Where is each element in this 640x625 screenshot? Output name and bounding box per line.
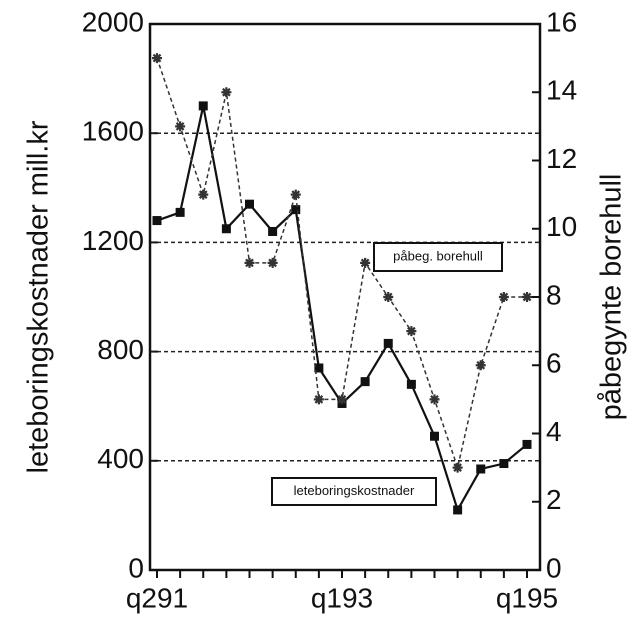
marker bbox=[175, 207, 185, 217]
marker bbox=[406, 379, 416, 389]
y2-tick-label: 10 bbox=[546, 211, 577, 242]
y-tick-label: 0 bbox=[128, 552, 144, 583]
y2-tick-label: 2 bbox=[546, 484, 562, 515]
marker bbox=[499, 459, 509, 469]
y-tick-label: 2000 bbox=[82, 6, 144, 37]
y2-tick-label: 4 bbox=[546, 416, 562, 447]
legend-label: påbeg. borehull bbox=[393, 248, 483, 263]
marker bbox=[522, 439, 532, 449]
marker bbox=[337, 394, 347, 405]
y2-tick-label: 8 bbox=[546, 279, 562, 310]
series-line bbox=[156, 105, 528, 513]
y2-tick-label: 12 bbox=[546, 143, 577, 174]
x-tick-label: q291 bbox=[126, 582, 188, 613]
marker bbox=[313, 394, 324, 405]
marker bbox=[221, 224, 231, 234]
marker bbox=[268, 226, 278, 236]
y-tick-label: 1600 bbox=[82, 116, 144, 147]
y2-tick-label: 14 bbox=[546, 75, 577, 106]
marker bbox=[452, 462, 463, 473]
marker bbox=[152, 53, 162, 64]
y2-axis-title: påbegynte borehull bbox=[596, 174, 628, 421]
marker bbox=[198, 189, 209, 200]
marker bbox=[476, 464, 486, 474]
marker bbox=[383, 292, 394, 302]
marker bbox=[198, 101, 208, 111]
marker bbox=[360, 377, 370, 387]
marker bbox=[244, 257, 255, 268]
marker bbox=[383, 338, 393, 348]
marker bbox=[245, 199, 254, 209]
marker bbox=[360, 257, 371, 268]
legend-box bbox=[271, 477, 437, 506]
legend-box bbox=[373, 242, 503, 272]
marker bbox=[430, 431, 439, 441]
marker bbox=[453, 505, 463, 515]
marker bbox=[522, 292, 532, 302]
marker bbox=[152, 216, 162, 226]
marker bbox=[221, 87, 232, 98]
y-axis-title: leteboringskostnader mill.kr bbox=[23, 120, 55, 473]
marker bbox=[291, 205, 301, 215]
marker bbox=[498, 292, 509, 302]
marker bbox=[406, 326, 417, 337]
x-tick-label: q193 bbox=[311, 582, 373, 613]
marker bbox=[314, 363, 324, 373]
marker bbox=[429, 394, 440, 405]
x-tick-label: q195 bbox=[496, 582, 558, 613]
y2-tick-label: 6 bbox=[546, 348, 562, 379]
y2-tick-label: 0 bbox=[546, 552, 562, 583]
y-tick-label: 400 bbox=[97, 443, 144, 474]
marker bbox=[290, 189, 301, 200]
legend-label: leteboringskostnader bbox=[294, 483, 415, 498]
y2-tick-label: 16 bbox=[546, 6, 577, 37]
y-tick-label: 800 bbox=[97, 334, 144, 365]
plot-frame bbox=[148, 22, 542, 572]
y-tick-label: 1200 bbox=[82, 225, 144, 256]
marker bbox=[175, 121, 186, 132]
marker bbox=[267, 257, 278, 268]
marker bbox=[475, 360, 486, 371]
